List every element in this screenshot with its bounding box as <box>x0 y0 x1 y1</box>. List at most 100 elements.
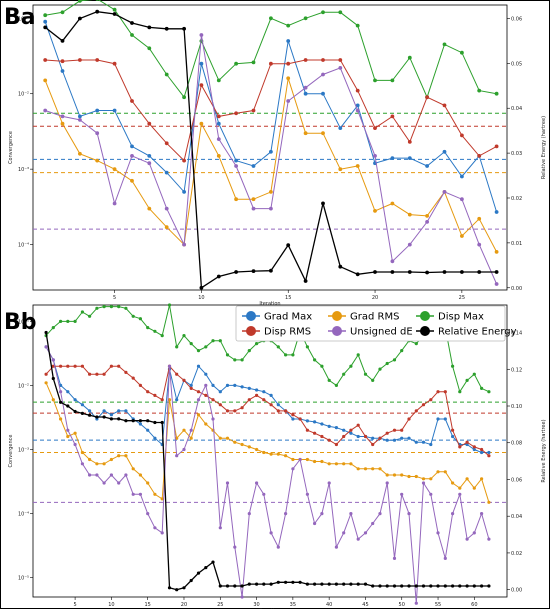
data-point-grad_rms <box>124 454 128 458</box>
data-point-grad_rms <box>146 481 150 485</box>
data-point-disp_rms <box>392 428 397 432</box>
data-point-grad_max <box>414 440 418 444</box>
data-point-grad_rms <box>95 462 99 466</box>
data-point-disp_rms <box>164 141 169 146</box>
x-tick-label: 35 <box>290 602 296 608</box>
data-point-grad_rms <box>276 452 280 456</box>
data-point-unsigned_de <box>460 197 464 202</box>
data-point-grad_rms <box>196 413 201 417</box>
data-point-unsigned_de <box>146 511 150 516</box>
x-tick-label: 5 <box>74 602 77 608</box>
data-point-disp_max <box>247 349 251 353</box>
data-point-grad_rms <box>414 474 418 479</box>
data-point-disp_rms <box>421 403 426 407</box>
data-point-disp_max <box>73 319 77 323</box>
data-point-grad_rms <box>429 477 433 481</box>
data-point-relative_energy <box>334 582 338 586</box>
data-point-disp_rms <box>442 103 447 108</box>
data-point-disp_rms <box>73 364 77 368</box>
y-tick-label: 10⁻¹ <box>18 319 29 325</box>
data-point-grad_rms <box>373 209 377 213</box>
series-disp_rms <box>43 58 499 163</box>
data-point-grad_max <box>234 158 239 163</box>
data-point-relative_energy <box>59 400 63 404</box>
data-point-disp_max <box>477 88 482 93</box>
data-point-disp_rms <box>80 364 84 368</box>
data-point-grad_rms <box>465 477 469 481</box>
data-point-relative_energy <box>378 584 382 588</box>
data-point-relative_energy <box>255 582 259 586</box>
data-point-grad_max <box>480 450 484 455</box>
data-point-unsigned_de <box>153 526 157 530</box>
data-point-grad_rms <box>451 481 455 485</box>
data-point-unsigned_de <box>313 521 317 526</box>
data-point-disp_rms <box>138 383 142 387</box>
data-point-disp_rms <box>342 434 346 439</box>
data-point-unsigned_de <box>269 531 273 535</box>
data-point-unsigned_de <box>102 481 106 485</box>
legend-label-disp_rms: Disp RMS <box>264 327 311 338</box>
data-point-disp_rms <box>286 61 291 66</box>
data-point-disp_rms <box>371 442 375 447</box>
data-point-unsigned_de <box>112 201 117 206</box>
data-point-relative_energy <box>342 582 346 586</box>
data-point-disp_max <box>196 349 201 353</box>
data-point-disp_max <box>356 353 360 357</box>
data-point-grad_max <box>124 409 128 413</box>
data-point-grad_max <box>390 156 395 161</box>
series-unsigned_de <box>43 33 499 286</box>
data-point-grad_max <box>189 383 193 387</box>
data-point-grad_rms <box>269 190 273 194</box>
data-point-grad_max <box>269 149 273 154</box>
data-point-unsigned_de <box>338 66 343 70</box>
data-point-grad_max <box>199 61 204 66</box>
data-point-disp_max <box>349 364 353 368</box>
data-point-grad_rms <box>255 447 259 452</box>
series-grad_rms <box>43 76 499 254</box>
data-point-grad_rms <box>334 462 338 466</box>
data-point-grad_rms <box>78 151 82 156</box>
data-point-disp_rms <box>436 390 440 394</box>
data-point-unsigned_de <box>240 595 244 599</box>
data-point-disp_max <box>124 306 128 310</box>
data-point-grad_rms <box>269 452 273 456</box>
data-point-disp_max <box>211 339 215 343</box>
data-point-relative_energy <box>480 584 484 588</box>
data-point-disp_max <box>160 334 164 338</box>
data-point-disp_rms <box>480 447 484 452</box>
data-point-relative_energy <box>451 584 455 588</box>
data-point-disp_rms <box>109 364 113 368</box>
data-point-grad_rms <box>204 422 208 426</box>
data-point-grad_rms <box>216 154 221 158</box>
legend-label-grad_rms: Grad RMS <box>350 312 399 323</box>
data-point-unsigned_de <box>182 242 187 247</box>
data-point-grad_rms <box>102 462 106 466</box>
data-point-unsigned_de <box>276 545 280 549</box>
series-relative_energy <box>44 330 491 592</box>
data-point-relative_energy <box>164 26 169 31</box>
data-point-grad_max <box>95 108 100 113</box>
data-point-disp_max <box>218 339 222 343</box>
x-tick-label: 15 <box>285 295 291 301</box>
x-tick-label: 40 <box>326 602 332 608</box>
data-point-grad_rms <box>338 167 343 172</box>
data-point-grad_max <box>255 388 259 392</box>
data-point-disp_max <box>342 372 346 376</box>
data-point-unsigned_de <box>269 206 273 211</box>
data-point-disp_max <box>472 372 476 376</box>
data-point-relative_energy <box>225 584 230 588</box>
data-point-disp_max <box>414 342 418 346</box>
data-point-unsigned_de <box>124 473 128 477</box>
data-point-unsigned_de <box>407 511 411 516</box>
legend-marker-disp_rms <box>246 326 256 336</box>
data-point-unsigned_de <box>355 108 360 113</box>
data-point-unsigned_de <box>196 398 201 402</box>
data-point-grad_rms <box>385 473 389 477</box>
data-point-relative_energy <box>436 584 440 588</box>
data-point-disp_max <box>95 306 99 310</box>
data-point-disp_rms <box>199 83 204 87</box>
data-point-relative_energy <box>211 560 215 564</box>
data-point-grad_max <box>182 190 187 194</box>
data-point-relative_energy <box>321 201 325 206</box>
